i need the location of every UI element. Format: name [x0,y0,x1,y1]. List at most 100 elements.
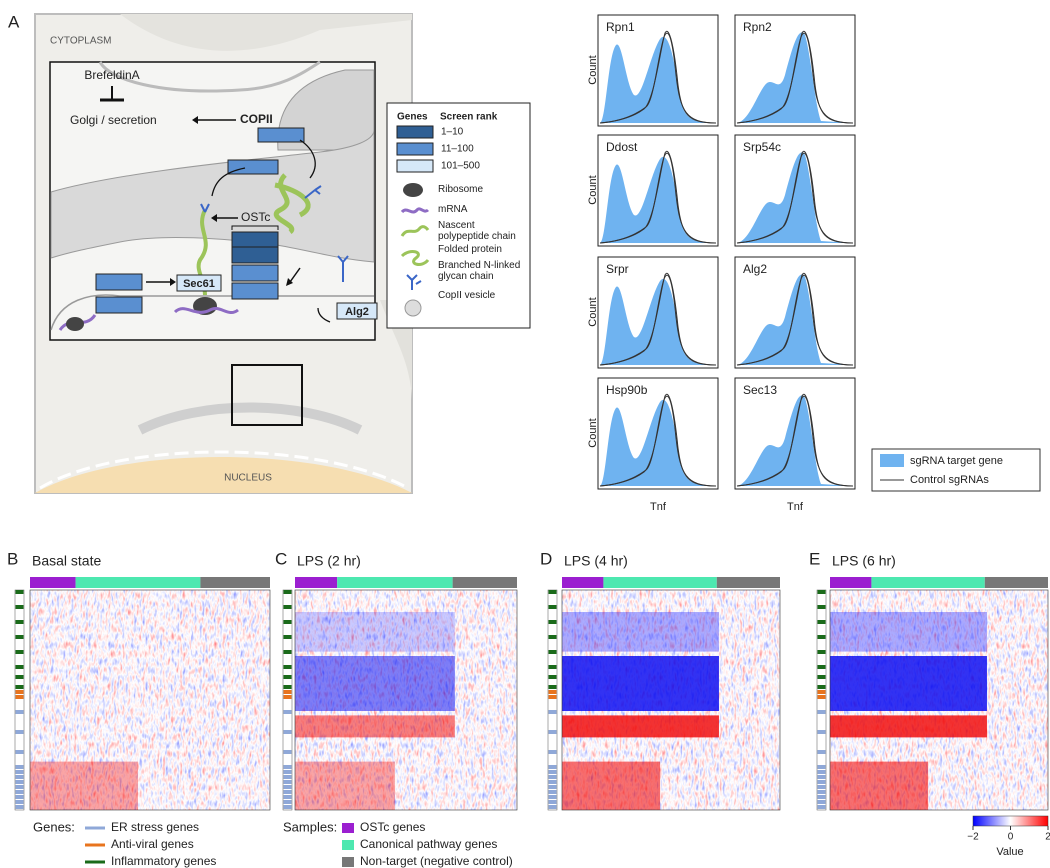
colorbar-tick-label: −2 [967,832,979,843]
gene-strip-cell [817,690,826,694]
gene-strip-cell [817,695,826,699]
colorbar-tick-label: 0 [1008,832,1014,843]
gene-strip-cell [548,690,557,694]
gene-strip-cell [283,765,292,769]
heatmap-shade [30,761,138,810]
heatmap-title: LPS (6 hr) [832,553,896,569]
gene-strip-cell [548,805,557,809]
legend-swatch [342,823,354,833]
golgi-label: Golgi / secretion [70,113,157,127]
gene-strip-cell [548,800,557,804]
gene-strip-cell [548,765,557,769]
gene-strip-cell [548,695,557,699]
legend-item: Branched N-linked glycan chain [438,260,521,282]
heatmap-shade [562,715,719,738]
legend-item: mRNA [438,204,468,215]
sample-bar [200,577,270,588]
gene-strip-cell [15,690,24,694]
sample-bar [337,577,453,588]
histogram: Sec13 [734,377,856,490]
gene-strip-cell [817,795,826,799]
gene-strip-cell [817,635,826,639]
heatmap-title: Basal state [32,553,101,569]
legend-header: Screen rank [440,112,498,123]
colorbar-label: Value [996,846,1023,858]
gene-strip-cell [817,650,826,654]
sample-bar [30,577,76,588]
gene-strip-cell [548,780,557,784]
gene-strip-cell [283,730,292,734]
cytoplasm-label: CYTOPLASM [50,36,112,47]
alg2-label: Alg2 [345,306,369,318]
gene-strip-cell [817,665,826,669]
sample-bar [716,577,780,588]
gene-strip-cell [817,775,826,779]
sample-bar [75,577,201,588]
gene-strip-cell [548,785,557,789]
legend-swatch [342,840,354,850]
gene-strip-cell [15,775,24,779]
legend-label: sgRNA target gene [910,455,1003,467]
gene-strip-cell [283,770,292,774]
legend-label: Canonical pathway genes [360,837,497,851]
gene-label: Rpn1 [606,20,635,34]
gene-strip-cell [283,665,292,669]
gene-strip-cell [283,675,292,679]
legend-item: Nascent polypeptide chain [438,220,516,242]
colorbar-tick-label: 2 [1045,832,1050,843]
gene-strip-cell [817,750,826,754]
heatmap-frame [29,589,271,811]
gene-strip-cell [283,590,292,594]
gene-strip-cell [283,635,292,639]
gene-strip-cell [15,790,24,794]
gene-strip-cell [15,765,24,769]
gene-strip-cell [548,710,557,714]
histogram: Srpr [597,256,719,369]
gene-strip-cell [548,685,557,689]
gene-strip-cell [817,765,826,769]
gene-strip-cell [817,790,826,794]
gene-strip-cell [817,805,826,809]
gene-strip-cell [283,605,292,609]
gene-strip-cell [817,685,826,689]
gene-strip-cell [15,800,24,804]
histogram: Rpn1 [597,14,719,127]
gene-strip-cell [817,780,826,784]
legend-items: Ribosome mRNA Nascent polypeptide chain … [438,184,521,301]
legend-label: Inflammatory genes [111,854,216,868]
legend-header: Genes [397,112,428,123]
gene-label: Ddost [606,140,638,154]
gene-strip-cell [817,785,826,789]
x-axis-label: Tnf [650,501,667,513]
heatmap-shade [830,612,987,652]
heatmap-shade [295,656,455,711]
sample-bar [562,577,604,588]
heatmap-shade [562,656,719,711]
sec61-label: Sec61 [183,278,215,290]
gene-strip-cell [817,730,826,734]
heatmap-frame [294,589,518,811]
samples-legend-title: Samples: [283,819,337,834]
heatmap-shade [562,761,661,810]
gene-label: Rpn2 [743,20,772,34]
gene-strip-cell [15,785,24,789]
gene-strip-cell [817,710,826,714]
legend-item: CopII vesicle [438,290,496,301]
gene-strip-cell [548,590,557,594]
gene-strip-cell [15,710,24,714]
cell-diagram [34,13,413,494]
heatmap-frame [561,589,781,811]
gene-strip-cell [548,675,557,679]
gene-strip-cell [817,800,826,804]
sample-bar [295,577,338,588]
gene-strip-cell [283,780,292,784]
gene-strip-cell [283,775,292,779]
gene-strip-cell [15,805,24,809]
sample-bar [984,577,1048,588]
rank-label: 11–100 [441,144,474,155]
legend-label: OSTc genes [360,820,425,834]
gene-strip-cell [548,620,557,624]
heatmap-shade [830,761,929,810]
copii-label: COPII [240,112,273,126]
